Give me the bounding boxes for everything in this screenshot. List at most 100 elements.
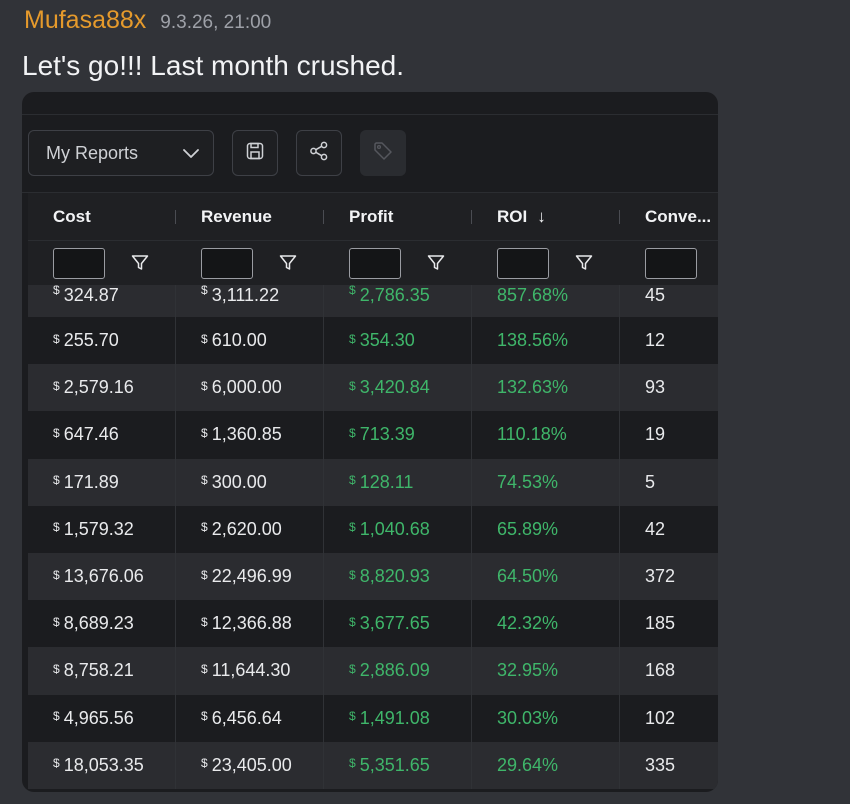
column-resizer[interactable] (175, 210, 176, 224)
cell-revenue: $6,456.64 (176, 694, 324, 742)
tag-button[interactable] (360, 130, 406, 176)
cell-roi: 64.50% (472, 552, 620, 601)
cell-profit: $1,040.68 (324, 505, 472, 553)
currency-symbol: $ (53, 425, 60, 440)
column-header-profit[interactable]: Profit (324, 193, 472, 240)
message-text: Let's go!!! Last month crushed. (22, 50, 405, 81)
filter-input-revenue[interactable] (201, 247, 253, 279)
cell-revenue: $300.00 (176, 458, 324, 506)
table-row[interactable]: $2,579.16 $6,000.00 $3,420.84 132.63% 93 (28, 364, 718, 412)
filter-input-roi[interactable] (497, 247, 549, 279)
cell-profit: $713.39 (324, 411, 472, 459)
column-resizer[interactable] (471, 210, 472, 224)
cell-roi: 65.89% (472, 505, 620, 553)
filter-icon[interactable] (131, 254, 149, 272)
column-header-conversions[interactable]: Conve... (620, 193, 718, 240)
filter-icon[interactable] (279, 254, 297, 272)
cell-value: 610.00 (211, 330, 267, 351)
cell-roi: 132.63% (472, 364, 620, 412)
cell-value: 354.30 (359, 330, 415, 351)
table-row[interactable]: $647.46 $1,360.85 $713.39 110.18% 19 (28, 411, 718, 459)
cell-value: 3,420.84 (359, 377, 430, 398)
cell-value: 3,677.65 (359, 613, 430, 634)
cell-value: 2,620.00 (211, 518, 282, 539)
cell-value: 64.50% (497, 566, 559, 587)
cell-roi: 74.53% (472, 458, 620, 506)
column-resizer[interactable] (323, 210, 324, 224)
filter-icon[interactable] (427, 254, 445, 272)
cell-value: 1,491.08 (359, 707, 430, 728)
save-button[interactable] (232, 130, 278, 176)
cell-value: 18,053.35 (63, 754, 144, 775)
currency-symbol: $ (53, 614, 60, 629)
table-row[interactable]: $324.87 $3,111.22 $2,786.35 857.68% 45 (28, 283, 718, 317)
save-icon (246, 142, 264, 165)
currency-symbol: $ (53, 567, 60, 582)
chevron-down-icon (183, 143, 199, 164)
currency-symbol: $ (201, 283, 208, 297)
cell-conv: 335 (620, 742, 718, 789)
currency-symbol: $ (201, 756, 208, 771)
currency-symbol: $ (201, 520, 208, 535)
currency-symbol: $ (349, 567, 356, 582)
cell-value: 65.89% (497, 518, 559, 539)
cell-conv: 12 (620, 317, 718, 364)
cell-value: 128.11 (359, 471, 414, 492)
currency-symbol: $ (53, 331, 60, 346)
filter-input-profit[interactable] (349, 247, 401, 279)
cell-roi: 32.95% (472, 647, 620, 695)
table-row[interactable]: $18,053.35 $23,405.00 $5,351.65 29.64% 335 (28, 741, 718, 789)
cell-cost: $8,758.21 (28, 647, 176, 695)
table-row[interactable]: $8,689.23 $12,366.88 $3,677.65 42.32% 185 (28, 600, 718, 648)
cell-conv: 372 (620, 553, 718, 600)
cell-cost: $2,579.16 (28, 364, 176, 412)
cell-value: 1,579.32 (63, 518, 134, 539)
column-resizer[interactable] (619, 210, 620, 224)
cell-conv: 168 (620, 647, 718, 694)
cell-profit: $5,351.65 (324, 741, 472, 789)
currency-symbol: $ (53, 378, 60, 393)
table-row[interactable]: $8,758.21 $11,644.30 $2,886.09 32.95% 168 (28, 647, 718, 695)
table-row[interactable]: $255.70 $610.00 $354.30 138.56% 12 (28, 317, 718, 365)
cell-value: 2,786.35 (359, 285, 430, 305)
filter-input-conversions[interactable] (645, 247, 697, 279)
column-header-revenue[interactable]: Revenue (176, 193, 324, 240)
cell-value: 30.03% (497, 707, 559, 728)
cell-value: 5,351.65 (359, 754, 430, 775)
cell-profit: $8,820.93 (324, 552, 472, 601)
cell-roi: 138.56% (472, 317, 620, 365)
cell-value: 647.46 (63, 424, 119, 445)
filter-icon[interactable] (575, 254, 593, 272)
table-header: Cost Revenue Profit ROI ↓ Conve... (28, 193, 718, 240)
cell-value: 372 (645, 566, 676, 587)
currency-symbol: $ (53, 473, 60, 488)
cell-value: 185 (645, 613, 676, 634)
cell-revenue: $6,000.00 (176, 364, 324, 412)
table-row[interactable]: $13,676.06 $22,496.99 $8,820.93 64.50% 372 (28, 552, 718, 601)
cell-revenue: $3,111.22 (176, 283, 324, 317)
filter-cell-conversions (620, 241, 718, 285)
currency-symbol: $ (349, 378, 356, 393)
currency-symbol: $ (201, 567, 208, 582)
cell-value: 8,758.21 (63, 660, 134, 681)
share-button[interactable] (296, 130, 342, 176)
cell-roi: 857.68% (472, 285, 620, 317)
table-row[interactable]: $1,579.32 $2,620.00 $1,040.68 65.89% 42 (28, 505, 718, 553)
filter-cell-revenue (176, 241, 324, 285)
table-row[interactable]: $171.89 $300.00 $128.11 74.53% 5 (28, 458, 718, 506)
column-header-roi[interactable]: ROI ↓ (472, 193, 620, 240)
filter-input-cost[interactable] (53, 247, 105, 279)
currency-symbol: $ (201, 331, 208, 346)
cell-value: 45 (645, 285, 666, 305)
sort-descending-icon[interactable]: ↓ (537, 206, 546, 226)
cell-roi: 42.32% (472, 600, 620, 648)
cell-value: 3,111.22 (211, 285, 280, 305)
table-row[interactable]: $4,965.56 $6,456.64 $1,491.08 30.03% 102 (28, 694, 718, 742)
report-select[interactable]: My Reports (28, 130, 214, 176)
username[interactable]: Mufasa88x (24, 6, 147, 34)
column-header-cost[interactable]: Cost (28, 193, 176, 240)
attached-screenshot[interactable]: My Reports Cost (22, 92, 718, 792)
currency-symbol: $ (201, 661, 208, 676)
cell-revenue: $22,496.99 (176, 552, 324, 601)
currency-symbol: $ (201, 425, 208, 440)
